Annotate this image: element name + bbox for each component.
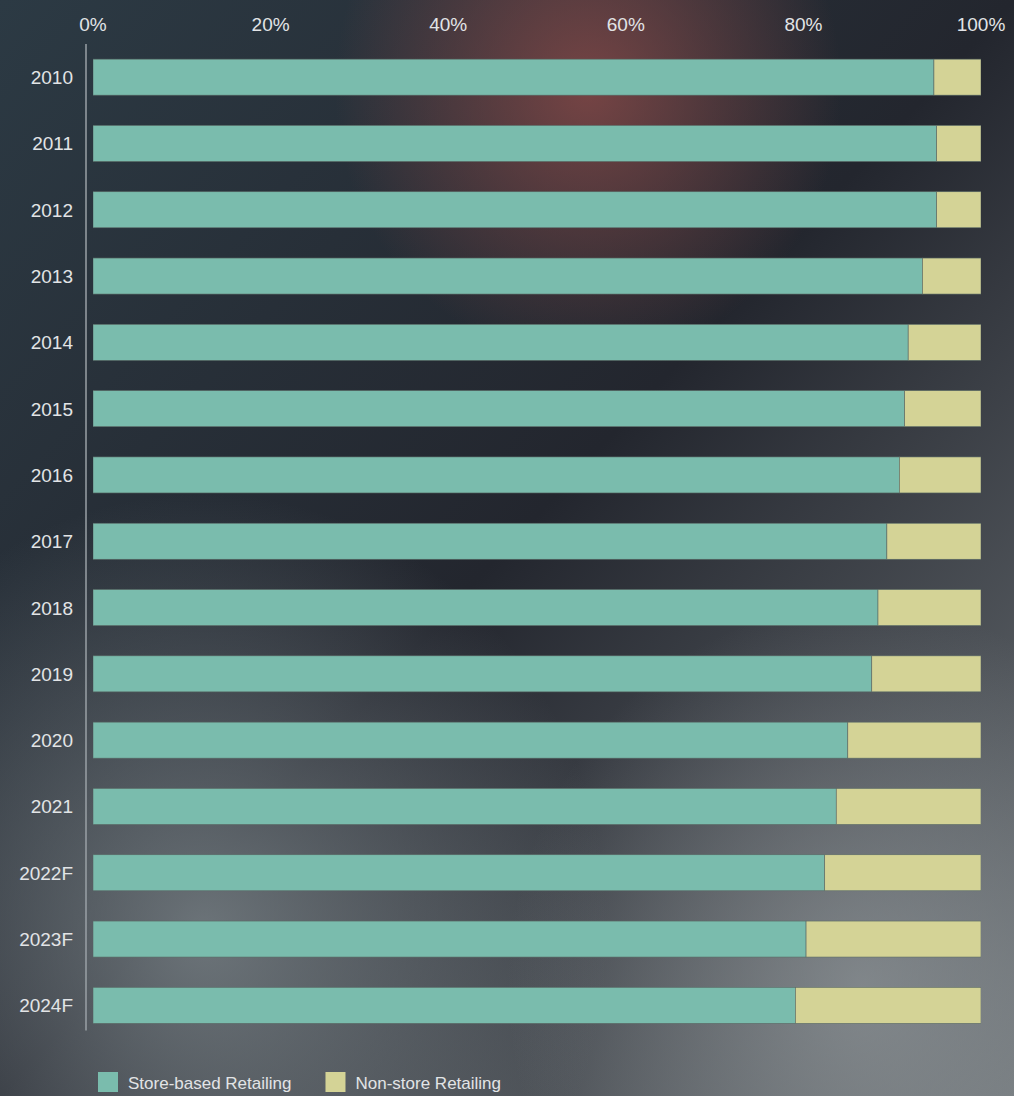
bar-segment xyxy=(93,324,908,360)
tick-mark xyxy=(625,38,626,42)
legend-label: Store-based Retailing xyxy=(128,1074,291,1093)
category-label: 2020 xyxy=(31,730,73,751)
bar-segment xyxy=(93,125,937,161)
bar-segment xyxy=(93,523,887,559)
bar-segment xyxy=(908,324,981,360)
category-label: 2015 xyxy=(31,399,73,420)
bar-segment xyxy=(93,722,848,758)
background xyxy=(0,0,1014,1096)
bar-segment xyxy=(806,921,981,957)
bar-segment xyxy=(93,258,922,294)
category-label: 2019 xyxy=(31,664,73,685)
bar-segment xyxy=(937,125,981,161)
bar-segment xyxy=(872,656,981,692)
category-label: 2012 xyxy=(31,200,73,221)
background xyxy=(0,0,1014,1096)
category-label: 2023F xyxy=(19,929,73,950)
tick-label: 100% xyxy=(957,14,1006,35)
category-label: 2024F xyxy=(19,995,73,1016)
category-label: 2011 xyxy=(32,133,73,154)
bar-segment xyxy=(922,258,981,294)
bar-segment xyxy=(825,855,981,891)
bar-segment xyxy=(93,921,806,957)
legend-label: Non-store Retailing xyxy=(355,1074,501,1093)
axis-line xyxy=(85,44,87,1031)
bar-segment xyxy=(934,59,981,95)
tick-mark xyxy=(981,38,982,42)
tick-mark xyxy=(448,38,449,42)
bar-segment xyxy=(93,192,937,228)
legend-swatch xyxy=(98,1072,118,1092)
bar-segment xyxy=(905,391,981,427)
bars xyxy=(93,59,981,1023)
background xyxy=(0,0,1014,1096)
tick-label: 0% xyxy=(79,14,107,35)
category-label: 2014 xyxy=(31,332,74,353)
category-label: 2021 xyxy=(31,796,73,817)
bar-segment xyxy=(93,59,934,95)
category-label: 2013 xyxy=(31,266,73,287)
bar-segment xyxy=(93,987,795,1023)
bar-segment xyxy=(93,788,836,824)
background xyxy=(0,0,1014,1096)
legend-swatch xyxy=(325,1072,345,1092)
tick-label: 20% xyxy=(252,14,290,35)
category-label: 2022F xyxy=(19,863,73,884)
bar-segment xyxy=(899,457,981,493)
bar-segment xyxy=(93,656,872,692)
category-label: 2016 xyxy=(31,465,73,486)
tick-mark xyxy=(270,38,271,42)
bar-segment xyxy=(836,788,981,824)
bar-segment xyxy=(93,855,825,891)
tick-label: 40% xyxy=(429,14,467,35)
bar-segment xyxy=(93,590,878,626)
bar-segment xyxy=(795,987,981,1023)
category-label: 2017 xyxy=(31,531,73,552)
tick-label: 80% xyxy=(784,14,822,35)
tick-mark xyxy=(803,38,804,42)
bar-segment xyxy=(93,457,899,493)
category-label: 2018 xyxy=(31,598,73,619)
tick-mark xyxy=(93,38,94,42)
bar-segment xyxy=(937,192,981,228)
category-label: 2010 xyxy=(31,67,73,88)
tick-label: 60% xyxy=(607,14,645,35)
chart: 0% 20% 40% 60% 80% 100% 2010 2011 2012 2013 2014 20… xyxy=(0,0,1014,1096)
bar-segment xyxy=(93,391,905,427)
bar-segment xyxy=(878,590,981,626)
bar-segment xyxy=(848,722,981,758)
bar-segment xyxy=(887,523,981,559)
